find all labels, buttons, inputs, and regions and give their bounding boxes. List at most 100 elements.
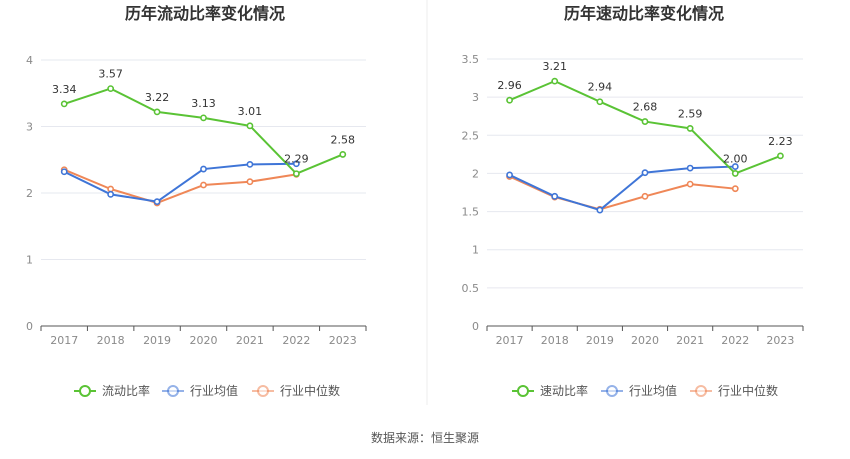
legend-item-2: 行业均值: [601, 383, 677, 398]
x-tick-label: 2019: [143, 334, 171, 347]
data-point-2: [551, 192, 559, 200]
chart-title: 历年流动比率变化情况: [125, 4, 285, 23]
y-tick-label: 3: [26, 121, 33, 134]
data-point-2: [686, 164, 694, 172]
data-point-1: [292, 170, 300, 178]
data-point-1: [60, 100, 68, 108]
data-point-3: [246, 178, 254, 186]
data-label: 3.21: [542, 60, 567, 73]
legend-label: 流动比率: [102, 383, 150, 398]
y-tick-label: 3.5: [462, 53, 480, 66]
data-source-note: 数据来源：恒生聚源: [370, 431, 479, 445]
data-point-1: [506, 96, 513, 104]
x-tick-label: 2023: [329, 334, 357, 347]
legend-marker: [695, 385, 707, 397]
series-line-3: [63, 168, 297, 204]
x-tick-label: 2020: [190, 334, 218, 347]
data-point-3: [107, 185, 115, 193]
data-label: 2.00: [723, 152, 748, 165]
data-label: 2.94: [588, 81, 613, 94]
y-tick-label: 0: [472, 320, 479, 333]
series-line-2: [63, 162, 297, 203]
data-label: 2.59: [678, 107, 703, 120]
legend-marker: [167, 385, 179, 397]
y-tick-label: 0: [26, 320, 33, 333]
x-tick-label: 2018: [541, 334, 569, 347]
x-tick-label: 2017: [496, 334, 524, 347]
data-point-1: [596, 98, 604, 106]
legend-item-3: 行业中位数: [252, 383, 340, 398]
data-point-2: [60, 168, 68, 176]
y-tick-label: 2.5: [462, 129, 480, 142]
x-tick-label: 2022: [282, 334, 310, 347]
x-tick-label: 2018: [97, 334, 125, 347]
data-point-3: [641, 192, 649, 200]
legend-item-3: 行业中位数: [690, 383, 778, 398]
y-tick-label: 2: [472, 167, 479, 180]
data-label: 2.29: [284, 153, 309, 166]
data-point-1: [731, 170, 739, 177]
legend-item-1: 速动比率: [512, 383, 588, 398]
data-point-1: [551, 77, 559, 85]
data-point-2: [246, 161, 254, 168]
chart-2: 历年速动比率变化情况 0 0.5 1 1.5 2 2.5 3 3.5 2017 2018 2019 20…: [462, 4, 804, 398]
data-label: 3.13: [191, 97, 216, 110]
series-line-3: [509, 175, 736, 211]
data-label: 2.96: [497, 79, 522, 92]
data-point-1: [777, 152, 784, 160]
data-point-2: [292, 160, 300, 168]
legend-label: 行业均值: [629, 383, 677, 398]
data-point-2: [153, 198, 161, 206]
data-point-2: [506, 171, 513, 179]
legend-marker: [257, 385, 269, 397]
y-tick-label: 2: [26, 187, 33, 200]
data-point-3: [200, 181, 207, 189]
chart-1: 历年流动比率变化情况 0 1 2 3 4 2017 2018 2019 2020 2021 2022 2…: [26, 4, 367, 398]
data-point-2: [596, 206, 604, 214]
data-point-1: [246, 122, 254, 130]
legend-label: 行业均值: [190, 383, 238, 398]
legend-label: 速动比率: [540, 383, 588, 398]
y-tick-label: 4: [26, 54, 33, 67]
y-tick-label: 3: [472, 91, 479, 104]
legend-item-1: 流动比率: [74, 383, 150, 398]
data-point-1: [641, 118, 649, 125]
x-tick-label: 2021: [676, 334, 704, 347]
data-point-3: [686, 180, 694, 188]
data-point-1: [200, 114, 207, 122]
data-point-1: [107, 85, 115, 92]
x-tick-label: 2023: [766, 334, 794, 347]
data-point-1: [339, 151, 347, 158]
y-tick-label: 1: [472, 244, 479, 257]
data-label: 3.01: [238, 105, 263, 118]
legend-marker: [79, 385, 91, 397]
x-tick-label: 2020: [631, 334, 659, 347]
data-label: 3.22: [145, 91, 170, 104]
legend-item-2: 行业均值: [162, 383, 238, 398]
data-point-2: [731, 163, 739, 170]
data-point-2: [200, 165, 207, 173]
data-point-3: [731, 185, 739, 193]
y-tick-label: 0.5: [462, 282, 480, 295]
y-tick-label: 1.5: [462, 206, 480, 219]
data-label: 2.58: [331, 133, 356, 146]
data-point-1: [686, 125, 694, 132]
x-tick-label: 2019: [586, 334, 614, 347]
series-line-2: [509, 165, 736, 212]
data-label: 2.68: [633, 101, 658, 114]
data-label: 3.34: [52, 83, 77, 96]
legend-marker: [517, 385, 529, 397]
legend-marker: [606, 385, 618, 397]
y-tick-label: 1: [26, 254, 33, 267]
x-tick-label: 2022: [721, 334, 749, 347]
x-tick-label: 2017: [50, 334, 78, 347]
data-point-2: [107, 190, 115, 198]
legend-label: 行业中位数: [718, 383, 778, 398]
legend-label: 行业中位数: [280, 383, 340, 398]
data-point-1: [153, 108, 161, 116]
data-label: 2.23: [768, 135, 793, 148]
chart-title: 历年速动比率变化情况: [564, 4, 724, 23]
x-tick-label: 2021: [236, 334, 264, 347]
data-point-2: [641, 169, 649, 177]
